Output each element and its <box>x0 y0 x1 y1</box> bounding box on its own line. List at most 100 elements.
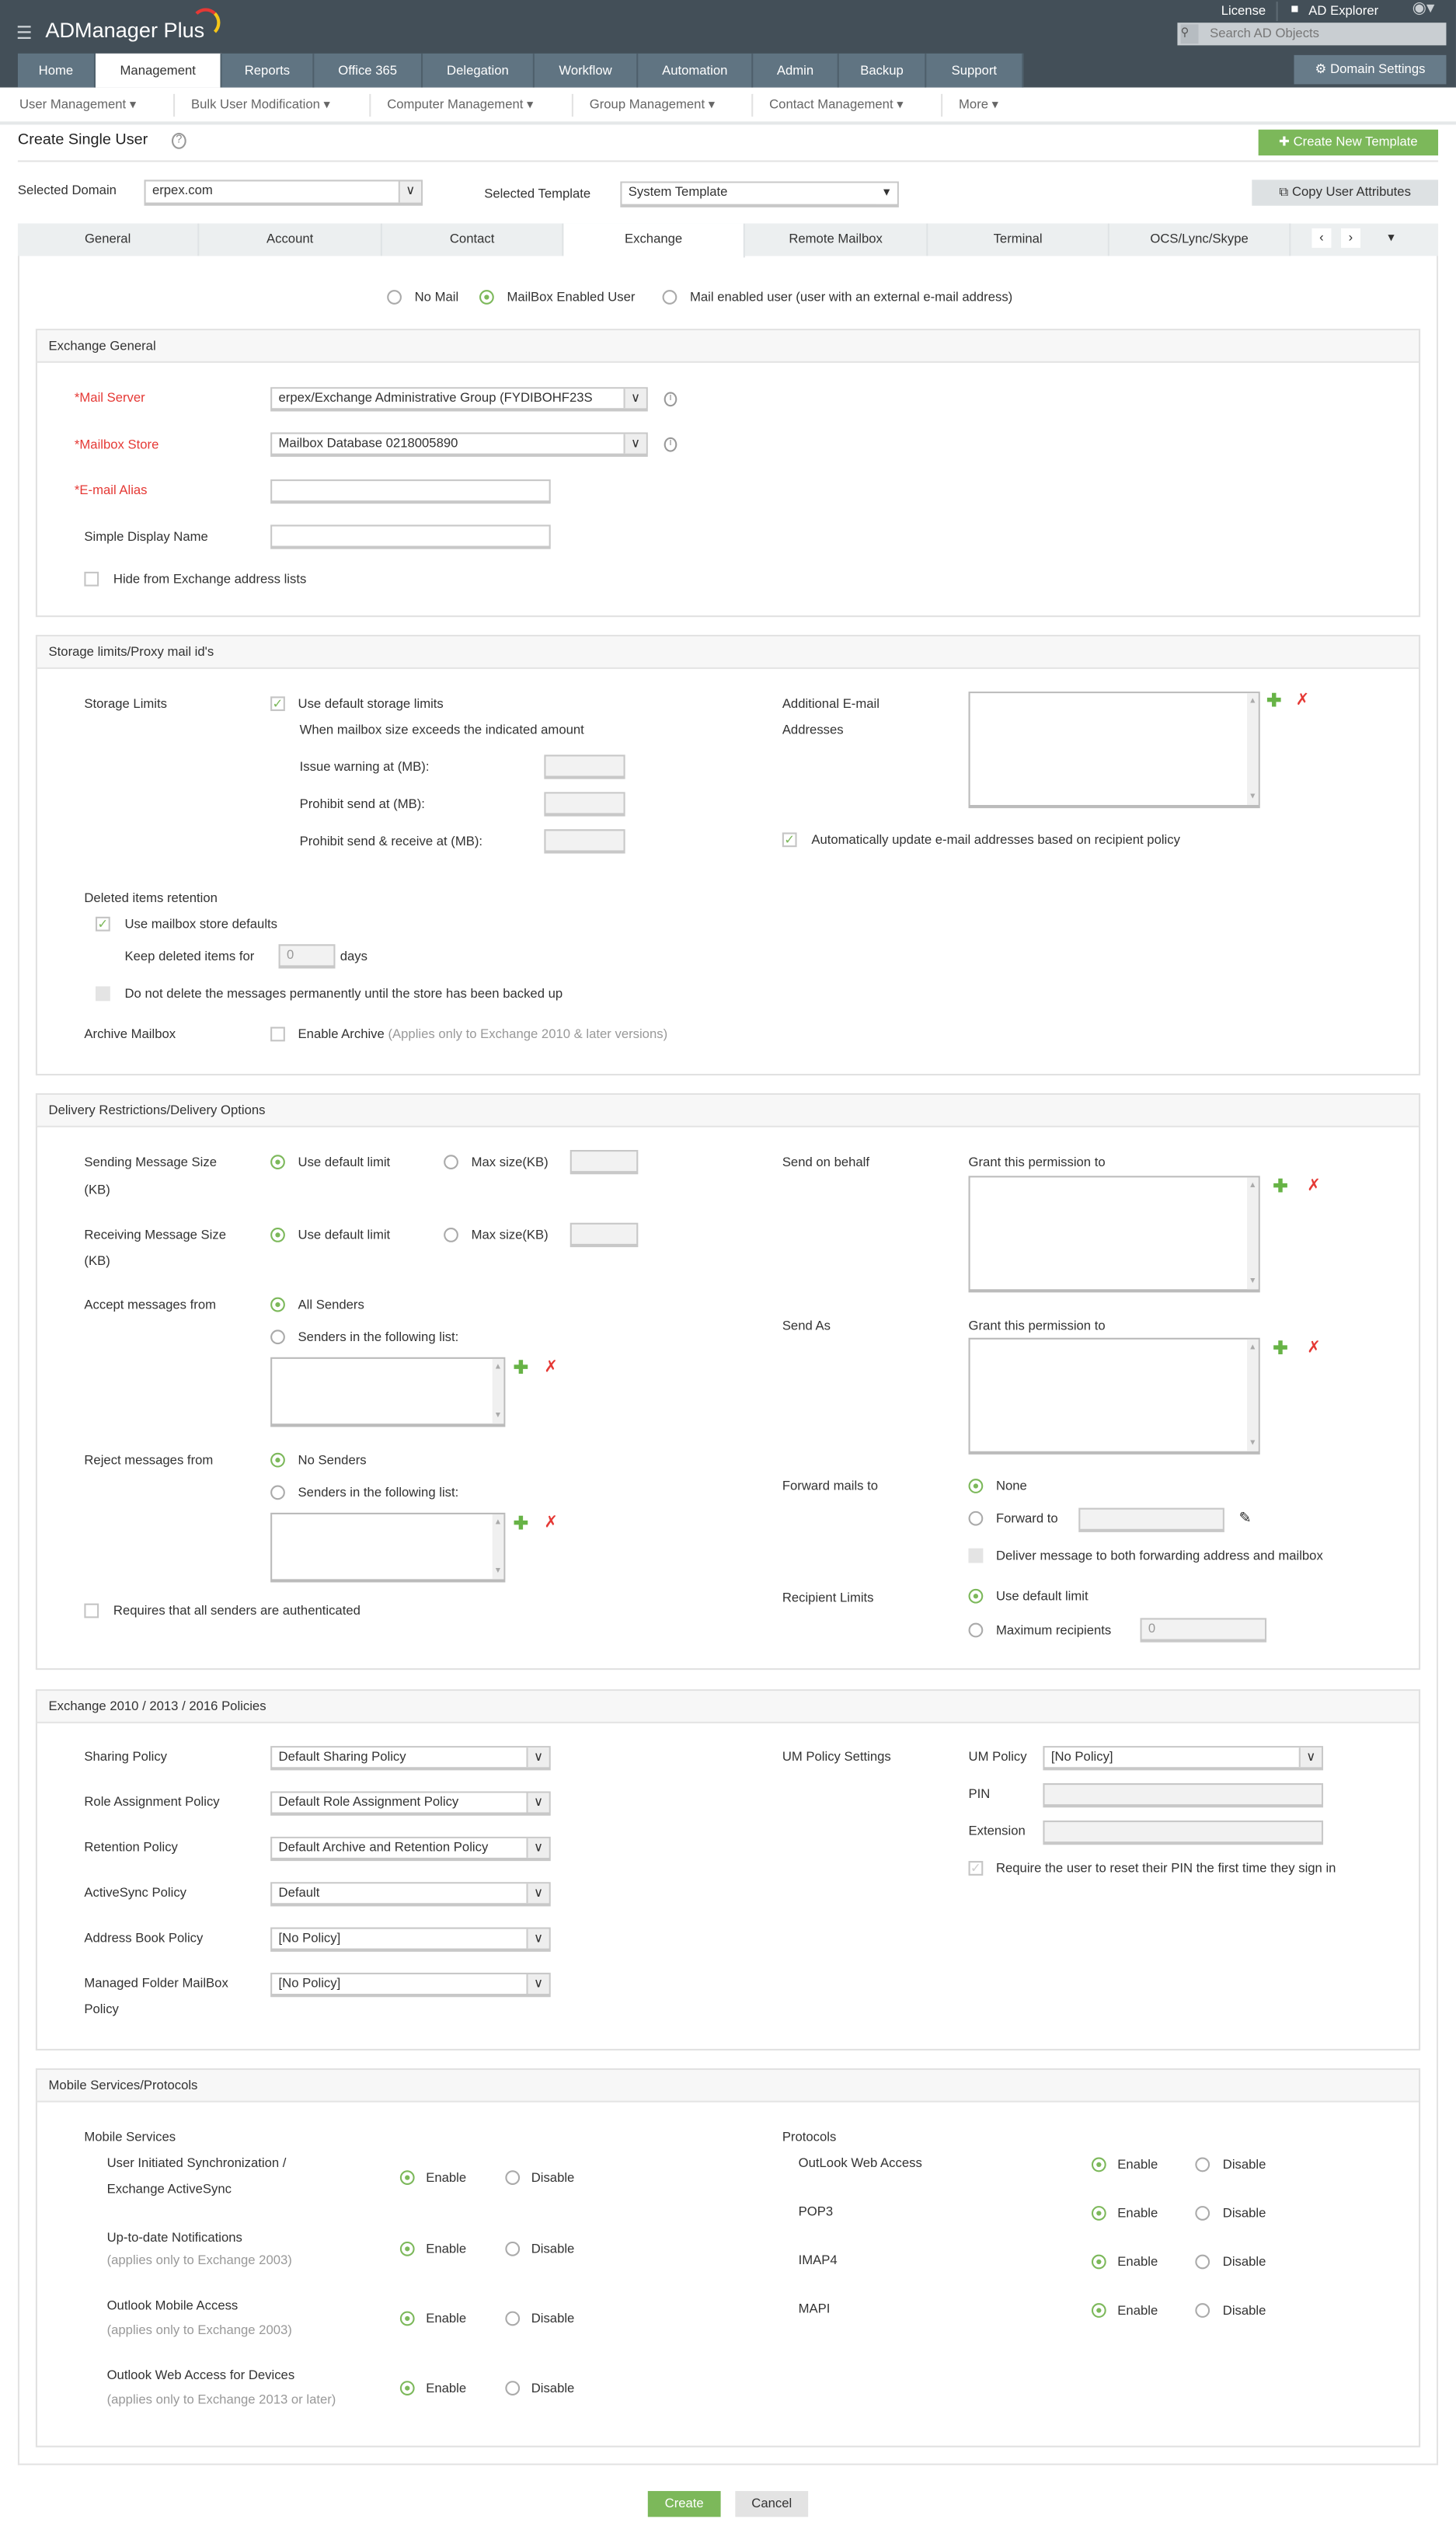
max-recipients-input[interactable]: 0 <box>1140 1618 1267 1643</box>
nav-home[interactable]: Home <box>17 53 96 88</box>
role-assignment-policy-select[interactable]: Default Role Assignment Policy ∨ <box>270 1791 551 1816</box>
tab-general[interactable]: General <box>17 223 200 256</box>
owa-devices-disable-radio[interactable] <box>505 2381 521 2395</box>
copy-user-attributes-button[interactable]: ⧉ Copy User Attributes <box>1252 179 1439 206</box>
search-input[interactable]: Search AD Objects <box>1210 26 1320 41</box>
email-alias-input[interactable] <box>270 479 551 504</box>
nav-support[interactable]: Support <box>926 53 1024 88</box>
pencil-icon[interactable]: ✎ <box>1238 1509 1252 1526</box>
notifications-disable-radio[interactable] <box>505 2241 521 2256</box>
receiving-max-input[interactable] <box>570 1222 639 1248</box>
reject-list-radio[interactable] <box>270 1485 285 1500</box>
mapi-enable-radio[interactable] <box>1091 2303 1106 2318</box>
info-icon[interactable]: i <box>664 437 677 452</box>
tab-account[interactable]: Account <box>199 223 382 256</box>
mail-server-select[interactable]: erpex/Exchange Administrative Group (FYD… <box>270 387 648 412</box>
activesync-policy-select[interactable]: Default ∨ <box>270 1882 551 1907</box>
simple-display-name-input[interactable] <box>270 524 551 549</box>
forward-to-radio[interactable] <box>968 1510 984 1526</box>
add-icon[interactable]: ✚ <box>1273 1177 1288 1197</box>
oma-enable-radio[interactable] <box>399 2311 415 2326</box>
accept-senders-list[interactable]: ▲ ▼ <box>270 1357 506 1427</box>
pop3-enable-radio[interactable] <box>1091 2206 1106 2221</box>
logo[interactable]: ADManager Plus <box>45 17 205 43</box>
tab-ocs-lync-skype[interactable]: OCS/Lync/Skype <box>1109 223 1291 256</box>
radio-mailbox-enabled-user[interactable] <box>479 290 494 305</box>
user-avatar-icon[interactable]: ◉▾ <box>1412 0 1435 18</box>
sending-default-radio[interactable] <box>270 1155 285 1170</box>
owa-devices-enable-radio[interactable] <box>399 2381 415 2395</box>
reject-no-senders-radio[interactable] <box>270 1452 285 1468</box>
managed-folder-policy-select[interactable]: [No Policy] ∨ <box>270 1972 551 1998</box>
prohibit-send-input[interactable] <box>544 792 625 817</box>
scrollbar[interactable]: ▲ ▼ <box>1247 1339 1259 1451</box>
scrollbar[interactable]: ▲ ▼ <box>1247 693 1259 805</box>
remove-icon[interactable]: ✗ <box>1295 692 1310 710</box>
subnav-group-management[interactable]: Group Management ▾ <box>589 97 716 112</box>
sending-max-input[interactable] <box>570 1149 639 1175</box>
subnav-contact-management[interactable]: Contact Management ▾ <box>769 97 904 112</box>
pop3-disable-radio[interactable] <box>1195 2206 1210 2221</box>
auto-update-email-checkbox[interactable]: ✓ <box>782 832 797 848</box>
subnav-bulk-user-modification[interactable]: Bulk User Modification ▾ <box>190 97 330 112</box>
forward-none-radio[interactable] <box>968 1479 984 1493</box>
scrollbar[interactable]: ▲ ▼ <box>1247 1177 1259 1290</box>
pin-input[interactable] <box>1043 1783 1324 1808</box>
add-icon[interactable]: ✚ <box>1273 1339 1288 1359</box>
subnav-user-management[interactable]: User Management ▾ <box>19 97 137 112</box>
add-icon[interactable]: ✚ <box>1266 692 1282 712</box>
nav-workflow[interactable]: Workflow <box>534 53 639 88</box>
subnav-computer-management[interactable]: Computer Management ▾ <box>387 97 534 112</box>
keep-deleted-days-input[interactable]: 0 <box>278 944 336 969</box>
accept-list-radio[interactable] <box>270 1329 285 1345</box>
um-policy-select[interactable]: [No Policy] ∨ <box>1043 1746 1324 1771</box>
domain-select[interactable]: erpex.com ∨ <box>144 179 423 206</box>
nav-office365[interactable]: Office 365 <box>314 53 423 88</box>
hamburger-menu-icon[interactable]: ☰ <box>16 24 33 44</box>
forward-to-input[interactable] <box>1078 1507 1224 1532</box>
reset-pin-checkbox[interactable]: ✓ <box>968 1861 984 1876</box>
nav-reports[interactable]: Reports <box>221 53 315 88</box>
sending-max-radio[interactable] <box>444 1155 458 1170</box>
send-on-behalf-list[interactable]: ▲ ▼ <box>968 1176 1260 1293</box>
add-icon[interactable]: ✚ <box>513 1358 529 1378</box>
receiving-max-radio[interactable] <box>444 1228 458 1242</box>
activesync-enable-radio[interactable] <box>399 2170 415 2185</box>
tab-contact[interactable]: Contact <box>381 223 564 256</box>
prohibit-send-receive-input[interactable] <box>544 829 625 854</box>
scrollbar[interactable]: ▲ ▼ <box>492 1358 504 1424</box>
max-recipients-radio[interactable] <box>968 1622 984 1638</box>
recipient-default-radio[interactable] <box>968 1588 984 1604</box>
cancel-button[interactable]: Cancel <box>735 2490 809 2517</box>
accept-all-senders-radio[interactable] <box>270 1297 285 1312</box>
sharing-policy-select[interactable]: Default Sharing Policy ∨ <box>270 1746 551 1771</box>
mapi-disable-radio[interactable] <box>1195 2303 1210 2318</box>
tab-scroll-right-icon[interactable]: › <box>1340 228 1360 248</box>
do-not-delete-checkbox[interactable] <box>95 986 110 1002</box>
license-link[interactable]: License <box>1221 3 1266 18</box>
create-new-template-button[interactable]: ✚ Create New Template <box>1258 129 1439 156</box>
nav-management[interactable]: Management <box>95 53 222 88</box>
address-book-policy-select[interactable]: [No Policy] ∨ <box>270 1927 551 1952</box>
tab-exchange[interactable]: Exchange <box>563 223 745 258</box>
nav-admin[interactable]: Admin <box>753 53 839 88</box>
domain-settings-button[interactable]: ⚙ Domain Settings <box>1294 54 1447 85</box>
use-store-defaults-checkbox[interactable]: ✓ <box>95 916 110 932</box>
ad-explorer-link[interactable]: AD Explorer <box>1308 3 1379 18</box>
remove-icon[interactable]: ✗ <box>1307 1177 1321 1196</box>
remove-icon[interactable]: ✗ <box>544 1514 558 1532</box>
help-icon[interactable]: ? <box>171 132 186 149</box>
tab-more-dropdown-icon[interactable]: ▾ <box>1388 229 1395 245</box>
additional-email-list[interactable]: ▲ ▼ <box>968 692 1260 809</box>
remove-icon[interactable]: ✗ <box>544 1358 558 1377</box>
activesync-disable-radio[interactable] <box>505 2170 521 2185</box>
template-select[interactable]: System Template ▾ <box>620 181 899 207</box>
nav-backup[interactable]: Backup <box>838 53 927 88</box>
scrollbar[interactable]: ▲ ▼ <box>492 1514 504 1580</box>
issue-warning-input[interactable] <box>544 754 625 779</box>
nav-automation[interactable]: Automation <box>638 53 754 88</box>
require-auth-checkbox[interactable] <box>84 1603 99 1618</box>
owa-disable-radio[interactable] <box>1195 2157 1210 2172</box>
subnav-more[interactable]: More ▾ <box>959 97 999 112</box>
info-icon[interactable]: i <box>664 392 677 407</box>
